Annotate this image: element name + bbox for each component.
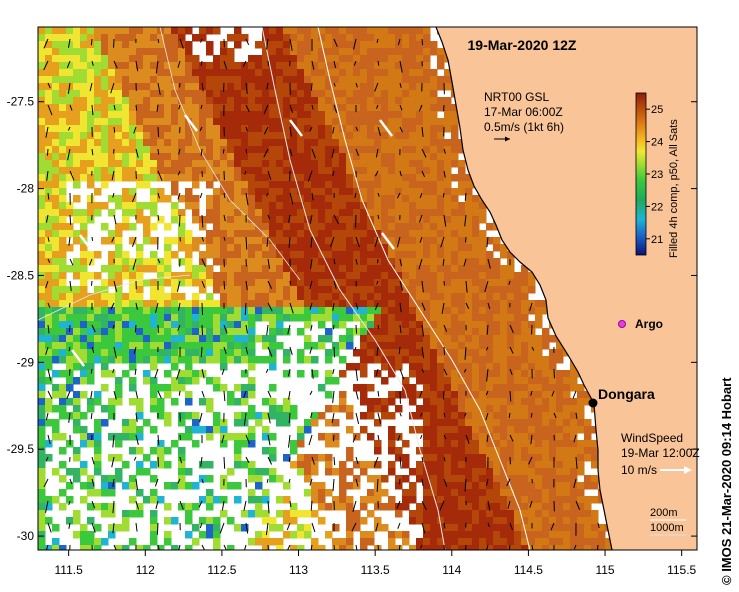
colorbar-tick-label: 21 xyxy=(651,234,663,246)
colorbar-tick-label: 25 xyxy=(651,104,663,116)
y-tick-label: -28 xyxy=(17,182,35,196)
colorbar xyxy=(635,92,647,256)
y-tick-label: -28.5 xyxy=(7,268,35,282)
isobath-extra xyxy=(159,27,301,281)
colorbar-tick-label: 22 xyxy=(651,201,663,213)
axis-ticks: 111.5 112 112.5 113 113.5 114 114.5 115 115.5 -27… xyxy=(7,95,697,577)
isobath-1000m xyxy=(261,27,446,550)
x-tick-label: 111.5 xyxy=(55,563,84,577)
plot-frame xyxy=(37,26,698,551)
argo-marker xyxy=(618,320,626,328)
x-tick-label: 115 xyxy=(595,563,614,577)
x-tick-label: 112.5 xyxy=(207,563,236,577)
wind-arrows xyxy=(71,114,395,367)
y-tick-label: -30 xyxy=(17,529,35,543)
isobath-200m xyxy=(317,27,531,550)
colorbar-ticks: 25 24 23 22 21 xyxy=(646,104,663,246)
x-tick-label: 114.5 xyxy=(514,563,543,577)
x-tick-label: 112 xyxy=(136,563,155,577)
land xyxy=(436,27,697,550)
current-legend-line1: NRT00 GSL xyxy=(484,90,549,104)
current-legend-line2: 17-Mar 06:00Z xyxy=(484,105,563,119)
y-tick-label: -29 xyxy=(17,355,35,369)
x-tick-label: 114 xyxy=(442,563,461,577)
wind-legend-line3: 10 m/s xyxy=(621,463,657,477)
isobath-extra2 xyxy=(38,274,191,321)
current-arrows xyxy=(43,38,600,550)
x-tick-label: 115.5 xyxy=(667,563,696,577)
colorbar-tick-label: 23 xyxy=(651,169,663,181)
x-tick-label: 113.5 xyxy=(361,563,390,577)
y-tick-label: -27.5 xyxy=(7,95,35,109)
map-title: 19-Mar-2020 12Z xyxy=(468,37,577,53)
colorbar-label: Filled 4h comp, p50, All Sats xyxy=(668,119,680,258)
isobath-legend-1000m: 1000m xyxy=(650,522,684,534)
current-legend-arrow xyxy=(494,136,510,142)
credit-text: © IMOS 21-Mar-2020 09:14 Hobart xyxy=(719,377,734,585)
dongara-marker xyxy=(588,398,598,408)
argo-label: Argo xyxy=(635,317,663,331)
current-legend-line3: 0.5m/s (1kt 6h) xyxy=(484,120,564,134)
isobath-legend-200m: 200m xyxy=(650,507,678,519)
y-tick-label: -29.5 xyxy=(7,442,35,456)
coastline xyxy=(435,27,613,550)
wind-legend-line2: 19-Mar 12:00Z xyxy=(621,446,700,460)
colorbar-tick-label: 24 xyxy=(651,137,663,149)
x-tick-label: 113 xyxy=(289,563,308,577)
wind-legend-line1: WindSpeed xyxy=(621,431,683,445)
dongara-label: Dongara xyxy=(598,386,655,402)
wind-legend-arrow xyxy=(660,466,692,474)
